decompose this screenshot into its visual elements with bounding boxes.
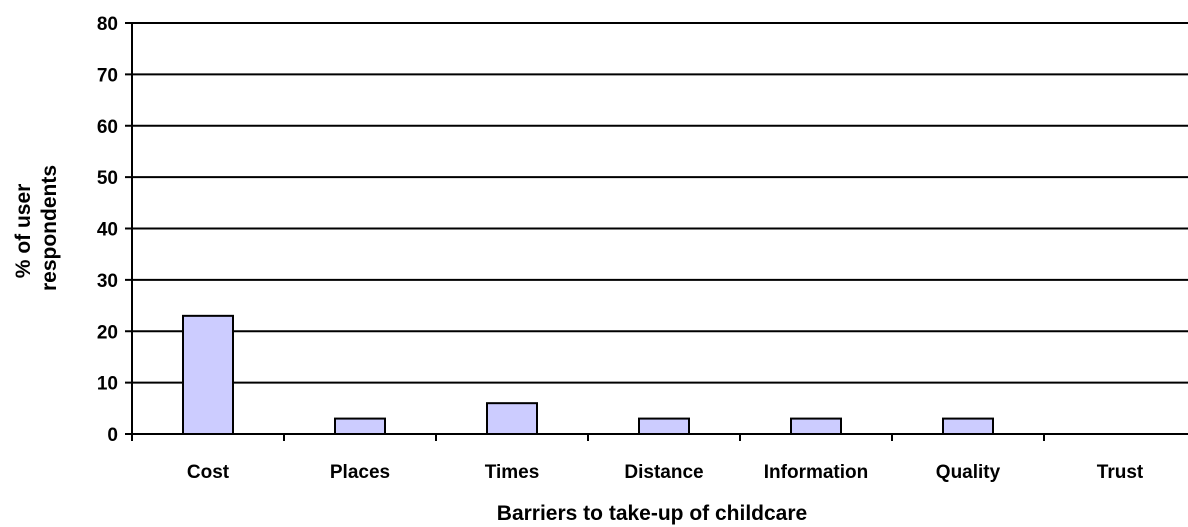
y-tick-label: 10: [97, 374, 118, 395]
bar-cost: [182, 314, 234, 435]
x-tick-label: Quality: [936, 462, 1001, 483]
y-tick-label: 0: [107, 425, 118, 446]
y-tick-label: 80: [97, 14, 118, 35]
bar-distance: [638, 417, 690, 435]
x-tick-label: Trust: [1097, 462, 1144, 483]
y-tick-label: 60: [97, 117, 118, 138]
axes: [125, 22, 1188, 441]
x-tick-label: Times: [485, 462, 540, 483]
y-axis-title: % of user respondents: [12, 165, 61, 291]
x-tick-label: Distance: [624, 462, 703, 483]
gridlines: [132, 22, 1188, 384]
y-tick-label: 20: [97, 322, 118, 343]
y-tick-labels: 0 10 20 30 40 50 60 70 80: [97, 14, 118, 446]
bar-times: [486, 402, 538, 435]
x-tick-label: Places: [330, 462, 390, 483]
y-axis-title-line-2: respondents: [38, 165, 61, 291]
x-axis-title: Barriers to take-up of childcare: [497, 502, 807, 525]
bar-quality: [942, 417, 994, 435]
y-axis-title-line-1: % of user: [12, 184, 35, 279]
x-tick-label: Cost: [187, 462, 230, 483]
bars: [182, 314, 994, 435]
bar-places: [334, 417, 386, 435]
x-tick-labels: Cost Places Times Distance Information Qualit…: [187, 462, 1144, 483]
y-tick-label: 70: [97, 65, 118, 86]
y-tick-label: 40: [97, 220, 118, 241]
y-tick-label: 30: [97, 271, 118, 292]
x-tick-label: Information: [764, 462, 869, 483]
y-tick-label: 50: [97, 168, 118, 189]
bar-information: [790, 417, 842, 435]
